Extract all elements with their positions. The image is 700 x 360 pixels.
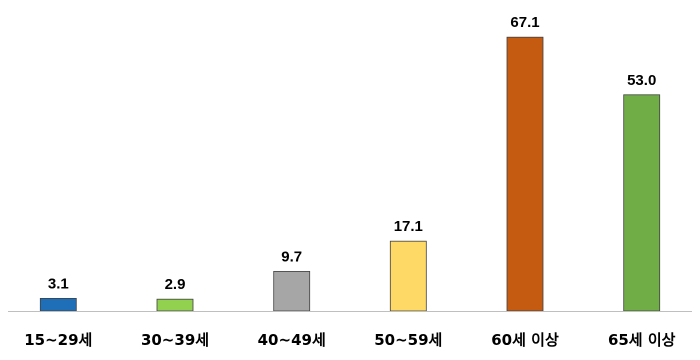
category-label: 65세 이상: [608, 331, 676, 349]
value-label: 2.9: [165, 276, 186, 293]
value-label: 3.1: [48, 275, 69, 292]
category-label: 40~49세: [258, 331, 326, 349]
category-label: 15~29세: [24, 331, 92, 349]
value-label: 17.1: [394, 218, 423, 235]
category-labels-group: 15~29세 30~39세 40~49세 50~59세 60세 이상 65세 이상: [24, 331, 675, 349]
bars-group: [39, 36, 661, 312]
value-labels-group: 3.1 2.9 9.7 17.1 67.1 53.0: [48, 14, 656, 293]
category-label: 60세 이상: [491, 331, 559, 349]
value-label: 53.0: [627, 72, 656, 89]
value-label: 9.7: [281, 248, 302, 265]
bar: [156, 298, 194, 312]
bar: [39, 297, 77, 312]
category-label: 50~59세: [374, 331, 442, 349]
bar: [273, 270, 311, 312]
value-label: 67.1: [510, 14, 539, 31]
category-label: 30~39세: [141, 331, 209, 349]
bar: [623, 94, 661, 312]
bar: [389, 240, 427, 312]
bar: [506, 36, 544, 312]
